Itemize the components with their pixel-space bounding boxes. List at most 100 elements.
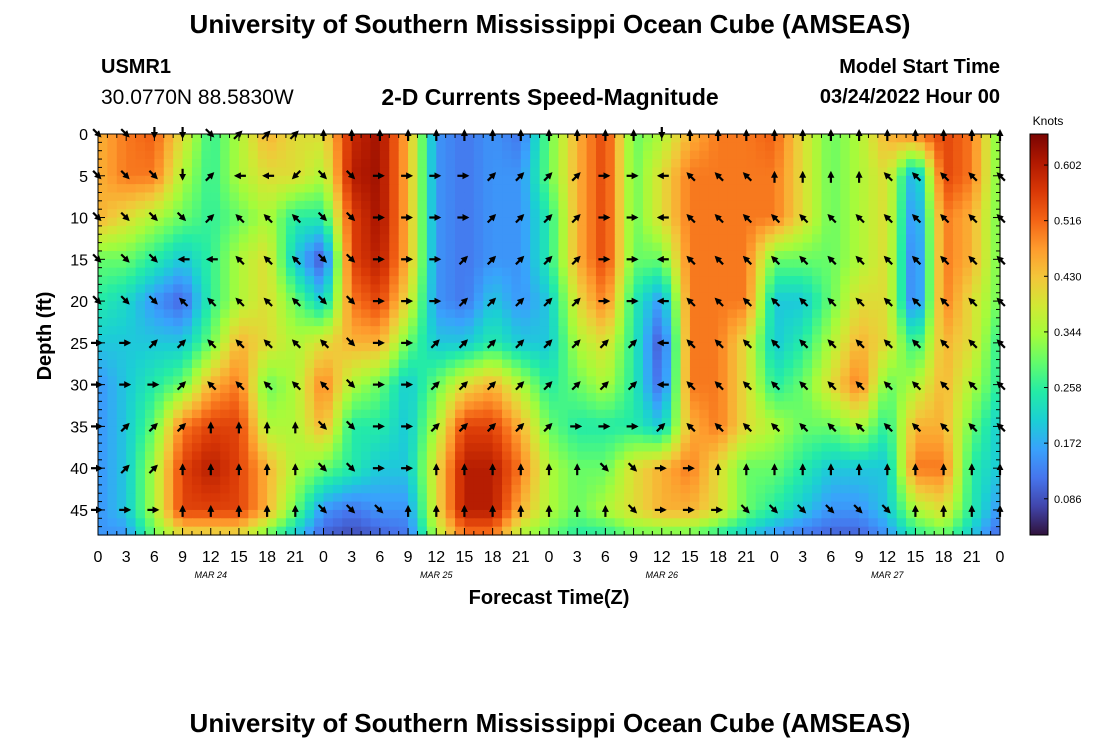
heatmap-cell bbox=[314, 426, 325, 436]
heatmap-cell bbox=[896, 351, 907, 361]
heatmap-cell bbox=[285, 301, 296, 311]
heatmap-cell bbox=[126, 401, 137, 411]
heatmap-cell bbox=[990, 284, 1001, 294]
current-arrow bbox=[176, 422, 187, 433]
heatmap-cell bbox=[248, 509, 259, 519]
heatmap-cell bbox=[567, 142, 578, 152]
heatmap-cell bbox=[614, 509, 625, 519]
current-arrow bbox=[796, 504, 807, 514]
heatmap-cell bbox=[191, 409, 202, 419]
heatmap-cell bbox=[229, 309, 240, 319]
heatmap-cell bbox=[436, 434, 447, 444]
heatmap-cell bbox=[295, 326, 306, 336]
heatmap-cell bbox=[558, 434, 569, 444]
heatmap-cell bbox=[624, 250, 635, 260]
heatmap-cell bbox=[295, 484, 306, 494]
heatmap-cell bbox=[267, 184, 278, 194]
heatmap-cell bbox=[191, 468, 202, 478]
heatmap-cell bbox=[220, 225, 231, 235]
heatmap-cell bbox=[924, 426, 935, 436]
heatmap-cell bbox=[191, 159, 202, 169]
heatmap-cell bbox=[144, 376, 155, 386]
heatmap-cell bbox=[577, 392, 588, 402]
current-arrow bbox=[458, 255, 469, 266]
heatmap-cell bbox=[595, 351, 606, 361]
heatmap-cell bbox=[445, 459, 456, 469]
heatmap-cell bbox=[417, 426, 428, 436]
heatmap-cell bbox=[934, 426, 945, 436]
heatmap-cell bbox=[755, 409, 766, 419]
heatmap-cell bbox=[314, 334, 325, 344]
heatmap-cell bbox=[746, 167, 757, 177]
heatmap-cell bbox=[210, 451, 221, 461]
heatmap-cell bbox=[708, 175, 719, 185]
heatmap-cell bbox=[455, 518, 466, 528]
heatmap-cell bbox=[295, 351, 306, 361]
heatmap-cell bbox=[163, 184, 174, 194]
heatmap-cell bbox=[107, 284, 118, 294]
heatmap-cell bbox=[680, 192, 691, 202]
heatmap-cell bbox=[408, 267, 419, 277]
heatmap-cell bbox=[436, 225, 447, 235]
heatmap-cell bbox=[182, 376, 193, 386]
heatmap-cell bbox=[624, 476, 635, 486]
heatmap-cell bbox=[98, 518, 108, 528]
heatmap-cell bbox=[953, 292, 964, 302]
heatmap-cell bbox=[699, 418, 710, 427]
current-arrow bbox=[770, 422, 781, 433]
heatmap-cell bbox=[595, 217, 606, 227]
heatmap-cell bbox=[98, 367, 108, 377]
heatmap-cell bbox=[793, 150, 804, 160]
heatmap-cell bbox=[990, 225, 1001, 235]
heatmap-cell bbox=[210, 234, 221, 244]
heatmap-cell bbox=[962, 384, 973, 394]
heatmap-cell bbox=[116, 309, 127, 319]
heatmap-cell bbox=[210, 225, 221, 235]
heatmap-cell bbox=[511, 209, 522, 219]
heatmap-cell bbox=[736, 409, 747, 419]
heatmap-cell bbox=[586, 509, 597, 519]
heatmap-cell bbox=[971, 392, 982, 402]
heatmap-cell bbox=[285, 459, 296, 469]
heatmap-cell bbox=[577, 317, 588, 327]
heatmap-cell bbox=[379, 309, 390, 319]
heatmap-cell bbox=[549, 392, 559, 402]
current-arrow bbox=[714, 422, 724, 433]
heatmap-cell bbox=[887, 184, 898, 194]
heatmap-cell bbox=[821, 225, 832, 235]
heatmap-cell bbox=[361, 301, 372, 311]
heatmap-cell bbox=[426, 292, 437, 302]
heatmap-cell bbox=[332, 426, 343, 436]
heatmap-cell bbox=[774, 409, 785, 419]
heatmap-cell bbox=[699, 200, 710, 210]
heatmap-cell bbox=[173, 376, 184, 386]
heatmap-cell bbox=[492, 392, 503, 402]
heatmap-cell bbox=[595, 175, 606, 185]
heatmap-cell bbox=[915, 267, 926, 277]
heatmap-cell bbox=[755, 317, 766, 327]
heatmap-cell bbox=[464, 367, 475, 377]
heatmap-cell bbox=[689, 518, 700, 528]
heatmap-cell bbox=[220, 359, 231, 369]
heatmap-cell bbox=[163, 309, 174, 319]
heatmap-cell bbox=[323, 184, 334, 194]
current-arrow bbox=[799, 339, 809, 349]
heatmap-cell bbox=[915, 326, 926, 336]
heatmap-cell bbox=[812, 234, 823, 244]
heatmap-cell bbox=[877, 225, 888, 235]
heatmap-cell bbox=[257, 509, 268, 519]
heatmap-cell bbox=[906, 267, 917, 277]
heatmap-cell bbox=[220, 351, 231, 361]
heatmap-cell bbox=[98, 334, 108, 344]
heatmap-cell bbox=[821, 326, 832, 336]
heatmap-cell bbox=[736, 367, 747, 377]
heatmap-cell bbox=[953, 267, 964, 277]
current-arrow bbox=[853, 504, 863, 514]
heatmap-cell bbox=[295, 267, 306, 277]
heatmap-cell bbox=[595, 192, 606, 202]
heatmap-cell bbox=[887, 250, 898, 260]
heatmap-cell bbox=[502, 217, 513, 227]
heatmap-cell bbox=[633, 284, 644, 294]
heatmap-cell bbox=[361, 159, 372, 169]
heatmap-cell bbox=[107, 301, 118, 311]
